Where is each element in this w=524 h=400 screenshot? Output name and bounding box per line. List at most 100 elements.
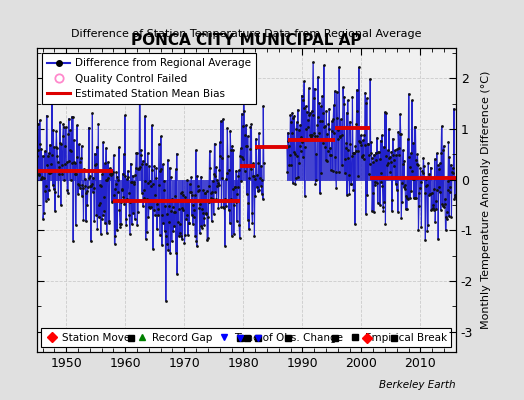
Point xyxy=(129,209,137,216)
Point xyxy=(450,106,458,112)
Y-axis label: Monthly Temperature Anomaly Difference (°C): Monthly Temperature Anomaly Difference (… xyxy=(482,71,492,329)
Point xyxy=(236,145,245,152)
Point xyxy=(446,189,454,195)
Point xyxy=(414,227,423,234)
Point xyxy=(36,140,45,147)
Point xyxy=(427,207,435,214)
Point xyxy=(222,176,231,182)
Point xyxy=(104,218,113,224)
Point xyxy=(208,218,216,224)
Point xyxy=(311,133,319,139)
Point xyxy=(42,112,51,119)
Point xyxy=(407,168,416,175)
Title: PONCA CITY MUNICIPAL AP: PONCA CITY MUNICIPAL AP xyxy=(131,33,362,48)
Point xyxy=(300,105,308,112)
Point xyxy=(77,168,85,174)
Point xyxy=(291,181,300,188)
Point xyxy=(130,216,139,222)
Point xyxy=(118,187,127,194)
Point xyxy=(447,169,456,175)
Point xyxy=(410,176,418,182)
Point xyxy=(328,128,336,134)
Point xyxy=(294,126,303,133)
Point xyxy=(297,134,305,140)
Point xyxy=(162,233,170,239)
Point xyxy=(165,219,173,225)
Point xyxy=(151,192,160,199)
Point xyxy=(191,233,200,239)
Point xyxy=(425,171,433,178)
Point xyxy=(196,201,204,207)
Point xyxy=(160,178,168,184)
Point xyxy=(290,149,298,156)
Point xyxy=(377,179,386,185)
Point xyxy=(216,153,225,160)
Point xyxy=(293,107,302,113)
Point xyxy=(169,209,178,215)
Point xyxy=(415,189,423,196)
Point xyxy=(372,150,380,156)
Point xyxy=(179,192,188,198)
Point xyxy=(442,214,450,220)
Point xyxy=(405,91,413,97)
Point xyxy=(114,176,123,183)
Point xyxy=(343,97,352,104)
Point xyxy=(296,122,304,128)
Point xyxy=(248,220,257,227)
Point xyxy=(291,175,300,182)
Point xyxy=(79,185,87,191)
Point xyxy=(110,152,118,158)
Point xyxy=(41,183,50,190)
Point xyxy=(51,189,60,195)
Point xyxy=(380,198,389,205)
Point xyxy=(165,202,173,209)
Point xyxy=(97,216,106,222)
Point xyxy=(393,146,401,152)
Point xyxy=(86,173,94,180)
Point xyxy=(177,205,185,211)
Point xyxy=(138,189,146,196)
Point xyxy=(210,140,219,147)
Point xyxy=(181,193,190,200)
Point xyxy=(307,132,315,138)
Point xyxy=(355,138,364,144)
Point xyxy=(348,152,356,159)
Point xyxy=(329,116,337,122)
Point xyxy=(197,173,205,180)
Point xyxy=(363,95,371,102)
Point xyxy=(440,201,449,207)
Point xyxy=(355,64,363,70)
Point xyxy=(217,118,225,124)
Point xyxy=(153,201,161,208)
Point xyxy=(90,218,99,224)
Point xyxy=(88,110,96,117)
Point xyxy=(443,208,451,215)
Point xyxy=(173,271,181,277)
Point xyxy=(325,106,333,112)
Point xyxy=(288,110,297,116)
Point xyxy=(369,159,377,166)
Point xyxy=(255,130,263,136)
Point xyxy=(82,190,91,196)
Point xyxy=(131,172,139,178)
Point xyxy=(409,140,417,146)
Point xyxy=(385,154,394,161)
Point xyxy=(235,222,243,228)
Point xyxy=(375,175,383,182)
Point xyxy=(75,159,84,165)
Point xyxy=(144,150,152,156)
Point xyxy=(406,164,414,170)
Point xyxy=(194,187,202,194)
Point xyxy=(211,173,220,179)
Point xyxy=(52,128,61,134)
Point xyxy=(54,171,63,177)
Point xyxy=(325,152,334,158)
Point xyxy=(86,238,95,244)
Point xyxy=(122,216,130,222)
Point xyxy=(145,163,154,170)
Point xyxy=(431,219,440,226)
Point xyxy=(83,202,92,208)
Point xyxy=(160,228,169,234)
Point xyxy=(35,171,43,178)
Point xyxy=(328,118,336,124)
